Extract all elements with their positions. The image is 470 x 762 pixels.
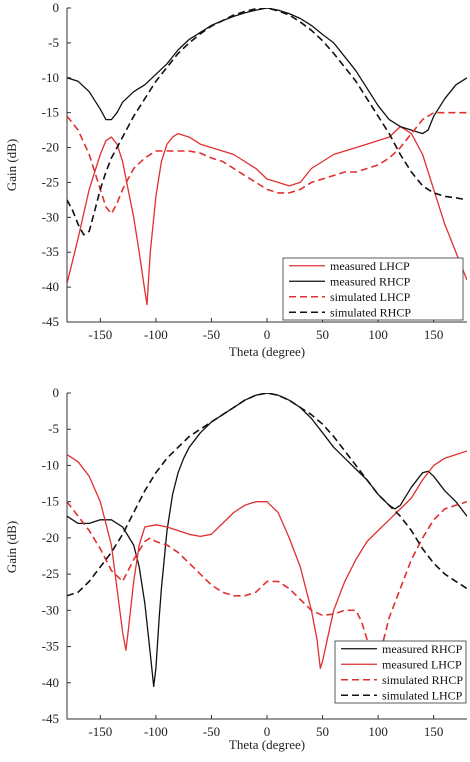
legend-label: simulated LHCP bbox=[382, 688, 463, 702]
y-axis-label: Gain (dB) bbox=[4, 521, 19, 573]
x-tick-label: 0 bbox=[264, 327, 271, 342]
y-tick-label: -15 bbox=[42, 105, 59, 120]
series-line-measured-rhcp bbox=[67, 8, 467, 135]
y-tick-label: -35 bbox=[42, 244, 59, 259]
y-tick-label: -15 bbox=[42, 494, 59, 509]
x-tick-label: -50 bbox=[203, 724, 220, 739]
legend-label: measured LHCP bbox=[382, 657, 462, 671]
chart-top: -150 -100 -50 0 50 100 150 0 -5 -10 -15 -20 -25 -30 -3… bbox=[4, 0, 467, 359]
y-tick-label: -45 bbox=[42, 314, 59, 329]
y-tick-label: -5 bbox=[48, 35, 59, 50]
plot-area bbox=[66, 392, 467, 720]
x-tick-label: 0 bbox=[264, 724, 271, 739]
y-tick-label: -20 bbox=[42, 530, 59, 545]
y-tick-label: -20 bbox=[42, 140, 59, 155]
legend-label: measured RHCP bbox=[382, 642, 463, 656]
y-axis-label: Gain (dB) bbox=[4, 139, 19, 191]
x-tick-label: -150 bbox=[88, 327, 112, 342]
x-tick-label: 50 bbox=[316, 724, 329, 739]
x-tick-label: -100 bbox=[144, 327, 168, 342]
y-tick-label: 0 bbox=[53, 385, 60, 400]
series-line-simulated-lhcp bbox=[67, 111, 467, 215]
legend-label: simulated RHCP bbox=[382, 673, 463, 687]
x-tick-label: 150 bbox=[424, 724, 444, 739]
y-tick-label: -40 bbox=[42, 675, 59, 690]
plot-area bbox=[66, 7, 467, 323]
x-tick-label: 150 bbox=[424, 327, 444, 342]
tick-labels: -150 -100 -50 0 50 100 150 0 -5 -10 -15 -20 -25 -30 -3… bbox=[42, 385, 444, 739]
legend-label: simulated RHCP bbox=[330, 305, 411, 319]
legend-box bbox=[282, 257, 464, 321]
legend-box bbox=[334, 640, 467, 704]
series-line-simulated-lhcp bbox=[67, 393, 467, 597]
y-tick-label: -30 bbox=[42, 209, 59, 224]
series-line-simulated-rhcp bbox=[67, 500, 467, 670]
x-tick-label: -150 bbox=[88, 724, 112, 739]
series-line-simulated-rhcp bbox=[67, 8, 467, 236]
y-tick-label: -40 bbox=[42, 279, 59, 294]
y-tick-label: -25 bbox=[42, 174, 59, 189]
tick-labels: -150 -100 -50 0 50 100 150 0 -5 -10 -15 -20 -25 -30 -3… bbox=[42, 0, 444, 342]
y-tick-label: -30 bbox=[42, 602, 59, 617]
y-tick-label: -35 bbox=[42, 639, 59, 654]
y-tick-label: -45 bbox=[42, 711, 59, 726]
y-tick-label: 0 bbox=[53, 0, 60, 15]
y-tick-label: -25 bbox=[42, 566, 59, 581]
x-tick-label: -100 bbox=[144, 724, 168, 739]
chart-bottom: -150 -100 -50 0 50 100 150 0 -5 -10 -15 -20 -25 -30 -3… bbox=[4, 385, 467, 752]
y-tick-label: -10 bbox=[42, 457, 59, 472]
x-tick-label: 100 bbox=[368, 724, 388, 739]
series-line-measured-lhcp bbox=[67, 450, 467, 669]
y-tick-label: -5 bbox=[48, 421, 59, 436]
x-axis-label: Theta (degree) bbox=[229, 737, 305, 752]
y-tick-label: -10 bbox=[42, 70, 59, 85]
series-line-measured-lhcp bbox=[67, 125, 467, 306]
x-tick-label: 100 bbox=[368, 327, 388, 342]
x-axis-label: Theta (degree) bbox=[229, 344, 305, 359]
x-tick-label: -50 bbox=[203, 327, 220, 342]
legend-label: measured RHCP bbox=[330, 274, 411, 288]
x-tick-label: 50 bbox=[316, 327, 329, 342]
legend-label: measured LHCP bbox=[330, 259, 410, 273]
legend-label: simulated LHCP bbox=[330, 290, 411, 304]
